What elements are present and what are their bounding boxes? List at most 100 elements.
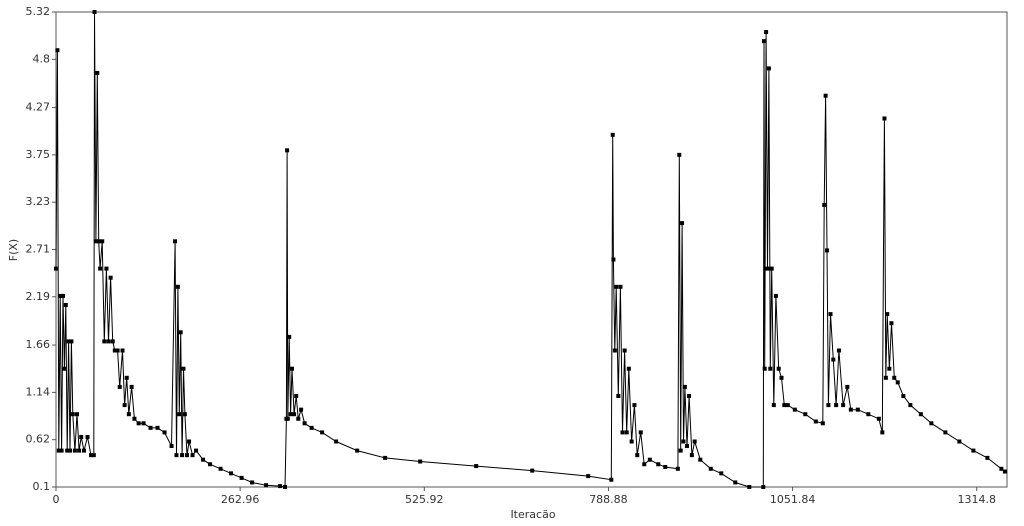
data-point [908,403,913,408]
data-point [681,439,686,444]
data-point [656,462,661,467]
data-point [618,284,623,289]
data-point [1002,469,1007,474]
data-point [761,485,766,489]
data-point [218,466,223,471]
data-point [684,444,689,449]
x-tick-label: 1051.84 [770,493,816,506]
y-tick-label: 2.19 [26,290,51,303]
data-line [55,11,1006,488]
data-point [175,284,180,289]
data-point [106,339,111,344]
data-point [642,462,647,467]
y-tick-label: 1.14 [26,385,51,398]
data-point [663,464,668,469]
data-point [626,366,631,371]
data-point [609,477,614,482]
data-point [287,334,292,339]
data-point [108,275,113,280]
data-point [194,448,199,453]
data-point [285,148,290,153]
data-point [79,434,84,439]
data-point [102,339,107,344]
data-point [647,457,652,462]
data-point [762,366,767,371]
data-point [89,453,94,458]
data-point [834,403,839,408]
data-point [169,444,174,449]
data-point [687,394,692,399]
data-point [999,466,1004,471]
data-point [292,412,297,417]
x-axis-label: Iteracão [510,508,555,521]
data-point [620,430,625,435]
data-point [229,471,234,476]
data-point [610,132,615,137]
data-point [677,152,682,157]
data-point [56,448,61,453]
data-point [69,339,74,344]
data-point [887,366,892,371]
data-point [95,70,100,75]
data-point [66,339,71,344]
data-point [845,384,850,389]
data-point [180,453,185,458]
y-tick-label: 1.66 [26,338,51,351]
data-point [813,419,818,424]
data-point [624,430,629,435]
data-point [622,348,627,353]
data-point [92,10,97,14]
data-point [733,480,738,485]
data-point [885,312,890,317]
data-point [239,475,244,480]
data-point [764,30,769,35]
data-point [895,380,900,385]
data-point [93,239,98,244]
data-point [803,412,808,417]
data-point [110,339,115,344]
data-point [302,421,307,426]
data-point [129,384,134,389]
data-point [82,448,87,453]
data-point [208,462,213,467]
data-point [616,394,621,399]
data-point [675,466,680,471]
data-point [96,239,101,244]
data-point [91,453,96,458]
y-tick-label: 4.8 [33,52,51,65]
data-point [68,448,73,453]
data-point [779,375,784,380]
data-point [155,425,160,430]
data-point [250,480,255,485]
data-point [320,430,325,435]
data-point [383,455,388,460]
x-tick-label: 788.88 [589,493,628,506]
data-point [104,266,109,271]
data-point [929,421,934,426]
data-point [63,303,68,308]
data-point [889,321,894,326]
data-point [765,266,770,271]
data-point [831,357,836,362]
data-point [299,407,304,412]
data-point [823,93,828,98]
data-point [187,439,192,444]
data-point [285,416,290,421]
data-point [182,412,187,417]
data-point [841,403,846,408]
x-tick-label: 0 [53,493,60,506]
data-point [612,348,617,353]
data-point [708,466,713,471]
data-point [181,366,186,371]
y-tick-label: 4.27 [26,101,51,114]
data-point [126,412,131,417]
data-point [773,293,778,298]
data-point [943,430,948,435]
data-point [611,257,616,262]
data-point [768,366,773,371]
data-point [771,403,776,408]
data-point [355,448,360,453]
data-point [586,474,591,479]
y-axis-label: F(X) [7,239,20,261]
